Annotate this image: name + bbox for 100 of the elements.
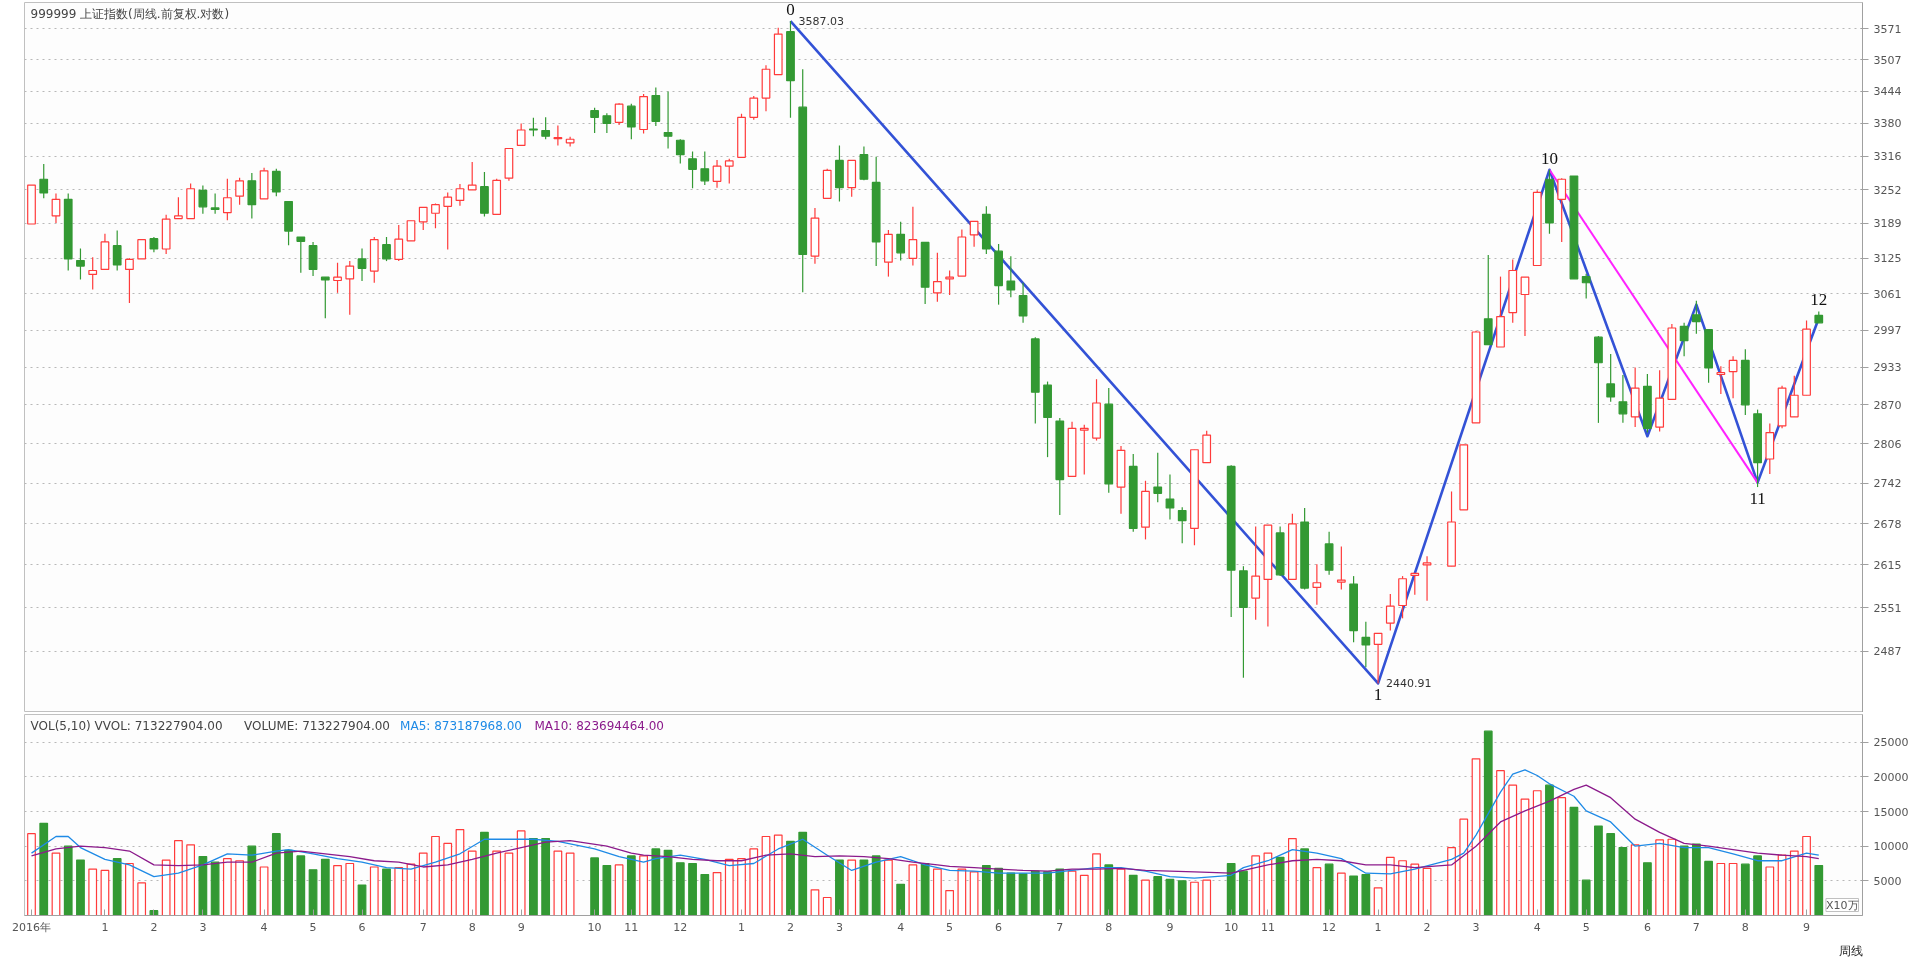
candlestick — [1177, 506, 1187, 544]
bar — [1581, 879, 1591, 916]
candlestick — [1728, 355, 1738, 399]
y-tick-label: 25000 — [1873, 736, 1909, 750]
candlestick — [51, 192, 61, 224]
bar — [590, 857, 600, 916]
candlestick — [345, 260, 355, 316]
x-tick-label: 4 — [897, 920, 905, 934]
bar — [369, 866, 379, 916]
candlestick — [1679, 322, 1689, 357]
y-tick-label: 5000 — [1873, 874, 1902, 888]
x-tick-label: 9 — [1803, 920, 1811, 934]
candlestick — [1789, 375, 1799, 418]
bar — [675, 862, 685, 916]
bar — [565, 852, 575, 916]
candlestick — [394, 224, 404, 262]
candlestick — [1251, 525, 1261, 621]
bar — [1753, 855, 1762, 916]
candlestick — [1006, 255, 1016, 298]
y-tick-label: 3380 — [1873, 117, 1902, 131]
bar — [1104, 864, 1114, 916]
bar — [1483, 730, 1493, 916]
candlestick — [1716, 365, 1726, 395]
x-tick-label: 1 — [738, 920, 746, 934]
bar — [394, 867, 404, 916]
bar — [724, 858, 734, 916]
y-tick-label: 10000 — [1873, 840, 1909, 854]
y-tick-label: 15000 — [1873, 805, 1909, 819]
bar — [1716, 862, 1726, 916]
bar — [1251, 855, 1261, 916]
x-tick-label: 7 — [1692, 920, 1700, 934]
bar — [1128, 874, 1138, 916]
bar — [27, 833, 36, 916]
candlestick — [516, 122, 526, 146]
x-tick-label: 5 — [309, 920, 317, 934]
bar — [945, 889, 955, 916]
candlestick — [308, 241, 318, 277]
bar — [174, 840, 183, 916]
candlestick — [443, 191, 453, 251]
annotation: 12 — [1810, 290, 1828, 310]
text: MA10: 823694464.00 — [534, 718, 664, 733]
y-tick-label: 3252 — [1873, 183, 1902, 197]
y-tick-label: 20000 — [1873, 770, 1909, 784]
bar — [1336, 872, 1346, 916]
bar — [161, 859, 171, 916]
candlestick — [467, 161, 477, 191]
bar — [1398, 860, 1407, 916]
bar — [1569, 806, 1579, 916]
candlestick — [88, 256, 98, 291]
bar — [908, 864, 918, 916]
bar — [920, 862, 930, 916]
x-tick-label: 11 — [1260, 920, 1275, 934]
text: MA5: 873187968.00 — [400, 718, 522, 733]
bar — [1043, 871, 1052, 916]
bar — [1532, 790, 1542, 916]
y-tick-label: 3316 — [1873, 150, 1902, 164]
candlestick — [1361, 621, 1371, 668]
bar — [210, 861, 220, 916]
bar — [1789, 850, 1799, 916]
x-tick-label: 10 — [1224, 920, 1239, 934]
annotation: 2440.91 — [1386, 677, 1432, 691]
bar — [382, 868, 391, 916]
bar — [1141, 879, 1150, 916]
candlestick — [1606, 353, 1616, 403]
candlestick — [382, 236, 391, 262]
bar — [1349, 875, 1358, 916]
bar — [1655, 839, 1665, 916]
candlestick — [1336, 545, 1346, 590]
x-tick-label: 2 — [1423, 920, 1431, 934]
y-tick-label: 2997 — [1873, 324, 1902, 338]
bar — [1079, 874, 1089, 916]
candlestick — [724, 158, 734, 185]
bar — [1496, 770, 1505, 916]
bar — [773, 834, 783, 916]
candlestick — [296, 236, 306, 274]
bar — [835, 859, 844, 916]
candlestick — [235, 177, 244, 206]
bar — [1728, 862, 1738, 916]
bar — [639, 855, 648, 916]
candlestick — [1373, 632, 1383, 685]
bar — [1006, 872, 1016, 916]
bar — [602, 865, 612, 916]
x-tick-label: 8 — [1741, 920, 1749, 934]
y-tick-label: 2742 — [1873, 477, 1902, 491]
bar — [884, 859, 893, 916]
bar — [969, 871, 979, 916]
x-tick-label: 5 — [946, 920, 954, 934]
bar — [859, 859, 869, 916]
bar — [222, 858, 232, 916]
x-tick-label: 8 — [468, 920, 476, 934]
candlestick — [969, 220, 979, 248]
bar — [418, 852, 428, 916]
x-tick-label: 9 — [517, 920, 525, 934]
bar — [663, 849, 673, 916]
candlestick — [749, 95, 759, 121]
bar — [994, 867, 1003, 916]
x-tick-label: 6 — [1643, 920, 1651, 934]
bar — [112, 858, 122, 916]
candlestick — [1165, 473, 1175, 521]
line-series — [30, 769, 1820, 879]
